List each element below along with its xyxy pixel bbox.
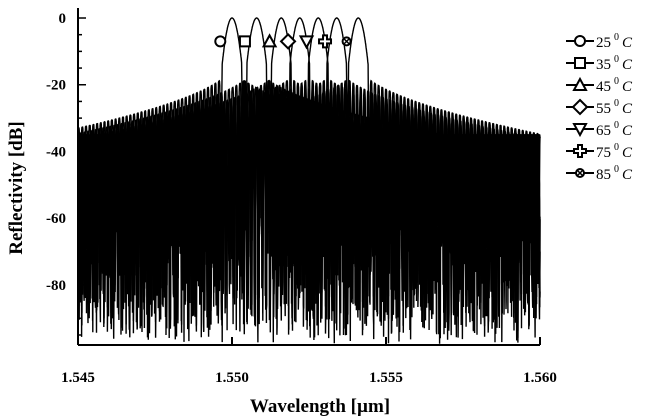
legend-degree-65: 0 [614, 120, 619, 131]
legend-degree-85: 0 [614, 164, 619, 175]
legend-degree-35: 0 [614, 54, 619, 65]
legend-unit-25: C [622, 35, 633, 51]
x-tick-label-2: 1.555 [369, 370, 403, 386]
legend-marker-75 [573, 144, 587, 158]
y-tick-label-0: 0 [59, 11, 67, 27]
legend-label-65: 65 [596, 123, 611, 139]
legend: 25 0 C35 0 C45 0 C55 0 C65 0 C75 0 C85 0 C [566, 32, 633, 183]
legend-unit-55: C [622, 101, 633, 117]
legend-entry-85: 85 0 C [566, 164, 633, 183]
legend-degree-45: 0 [614, 76, 619, 87]
legend-marker-55 [571, 98, 589, 116]
legend-marker-35 [574, 57, 586, 69]
legend-label-35: 35 [596, 57, 611, 73]
legend-unit-35: C [622, 57, 633, 73]
trace-85 [77, 17, 541, 344]
marker-75 [318, 34, 333, 49]
legend-degree-55: 0 [614, 98, 619, 109]
y-tick-label-4: -80 [46, 278, 66, 294]
legend-entry-45: 45 0 C [566, 76, 633, 95]
legend-label-55: 55 [596, 101, 611, 117]
legend-label-45: 45 [596, 79, 611, 95]
y-axis-label: Reflectivity [dB] [6, 121, 27, 254]
marker-25 [214, 35, 227, 48]
legend-label-25: 25 [596, 35, 611, 51]
marker-35 [238, 35, 251, 48]
marker-45 [261, 33, 278, 48]
legend-entry-75: 75 0 C [566, 142, 633, 161]
y-tick-label-1: -20 [46, 78, 66, 94]
tick-labels: 1.545 1.550 1.555 1.560 0 -20 -40 -60 -80 [46, 11, 557, 386]
legend-entry-35: 35 0 C [566, 54, 633, 73]
marker-85 [341, 36, 352, 47]
y-tick-label-2: -40 [46, 144, 66, 160]
axes [77, 8, 541, 346]
legend-entry-55: 55 0 C [566, 98, 633, 117]
x-tick-label-0: 1.545 [61, 370, 95, 386]
legend-degree-25: 0 [614, 32, 619, 43]
legend-label-85: 85 [596, 167, 611, 183]
legend-unit-75: C [622, 145, 633, 161]
x-tick-label-1: 1.550 [215, 370, 249, 386]
legend-label-75: 75 [596, 145, 611, 161]
legend-unit-85: C [622, 167, 633, 183]
marker-65 [298, 35, 315, 50]
legend-entry-25: 25 0 C [566, 32, 633, 51]
x-tick-label-3: 1.560 [523, 370, 557, 386]
legend-marker-25 [574, 35, 586, 47]
x-axis-label: Wavelength [µm] [250, 396, 390, 417]
series-markers [214, 32, 352, 50]
legend-degree-75: 0 [614, 142, 619, 153]
legend-marker-65 [572, 123, 588, 138]
legend-unit-65: C [622, 123, 633, 139]
legend-entry-65: 65 0 C [566, 120, 633, 139]
legend-marker-45 [572, 76, 588, 91]
marker-55 [279, 32, 297, 50]
y-tick-label-3: -60 [46, 211, 66, 227]
reflectivity-traces [77, 17, 541, 344]
legend-marker-85 [575, 168, 585, 178]
legend-unit-45: C [622, 79, 633, 95]
